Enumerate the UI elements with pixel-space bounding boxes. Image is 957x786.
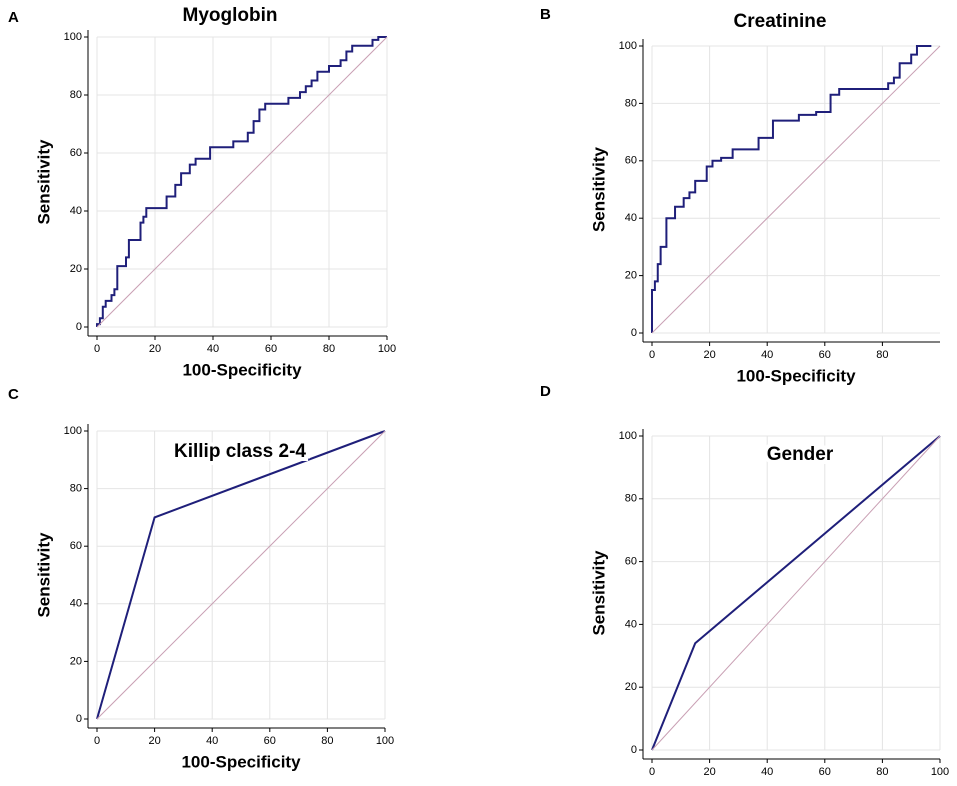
x-tick-label: 40 [206,735,218,747]
y-tick-label: 20 [70,655,82,667]
x-axis-title: 100-Specificity [736,366,856,385]
y-axis-title: Sensitivity [589,146,608,232]
y-tick-label: 40 [625,618,637,630]
y-tick-label: 60 [625,155,637,167]
x-tick-label: 80 [876,349,888,361]
y-tick-label: 100 [619,40,637,52]
x-tick-label: 20 [703,766,715,778]
x-tick-label: 100 [931,766,949,778]
y-axis-title: Sensitivity [34,139,53,225]
y-tick-label: 20 [70,263,82,275]
chart-title: Killip class 2-4 [174,441,306,462]
x-tick-label: 40 [761,766,773,778]
reference-line [651,45,941,334]
y-tick-label: 80 [625,493,637,505]
chart-title: Creatinine [734,11,827,32]
x-tick-label: 0 [94,735,100,747]
roc-curve [651,435,941,751]
y-tick-label: 80 [70,483,82,495]
x-tick-label: 80 [876,766,888,778]
chart-title: Myoglobin [183,5,278,26]
panel-label: C [8,386,19,403]
x-tick-label: 60 [819,349,831,361]
x-tick-label: 0 [94,343,100,355]
y-tick-label: 60 [70,540,82,552]
x-tick-label: 20 [148,735,160,747]
x-tick-label: 80 [321,735,333,747]
chart-title: Gender [767,444,834,465]
reference-line [96,36,388,328]
y-tick-label: 80 [625,97,637,109]
x-axis-title: 100-Specificity [181,752,301,771]
x-tick-label: 60 [265,343,277,355]
x-tick-label: 20 [703,349,715,361]
reference-line [651,435,941,751]
x-tick-label: 0 [649,349,655,361]
panel-label: A [8,9,19,26]
x-tick-label: 40 [207,343,219,355]
x-tick-label: 40 [761,349,773,361]
y-tick-label: 0 [631,327,637,339]
panel-label: D [540,383,551,400]
y-tick-label: 0 [631,744,637,756]
x-tick-label: 80 [323,343,335,355]
y-tick-label: 60 [70,147,82,159]
y-tick-label: 80 [70,89,82,101]
roc-curve [96,430,386,720]
x-axis-title: 100-Specificity [182,360,302,379]
x-tick-label: 100 [376,735,394,747]
y-tick-label: 40 [625,212,637,224]
roc-curve [96,36,387,327]
x-tick-label: 20 [149,343,161,355]
x-tick-label: 0 [649,766,655,778]
y-tick-label: 20 [625,270,637,282]
y-tick-label: 0 [76,713,82,725]
y-tick-label: 40 [70,205,82,217]
y-tick-label: 100 [619,430,637,442]
roc-curve [651,45,932,333]
x-tick-label: 60 [264,735,276,747]
panel-label: B [540,6,551,23]
y-axis-title: Sensitivity [34,532,53,618]
reference-line [96,430,386,720]
x-tick-label: 100 [378,343,396,355]
x-axis-title: 100-Specificity [736,783,856,786]
x-tick-label: 60 [819,766,831,778]
y-tick-label: 40 [70,598,82,610]
y-axis-title: Sensitivity [589,550,608,636]
y-tick-label: 20 [625,681,637,693]
y-tick-label: 100 [64,425,82,437]
y-tick-label: 60 [625,556,637,568]
y-tick-label: 100 [64,31,82,43]
y-tick-label: 0 [76,321,82,333]
